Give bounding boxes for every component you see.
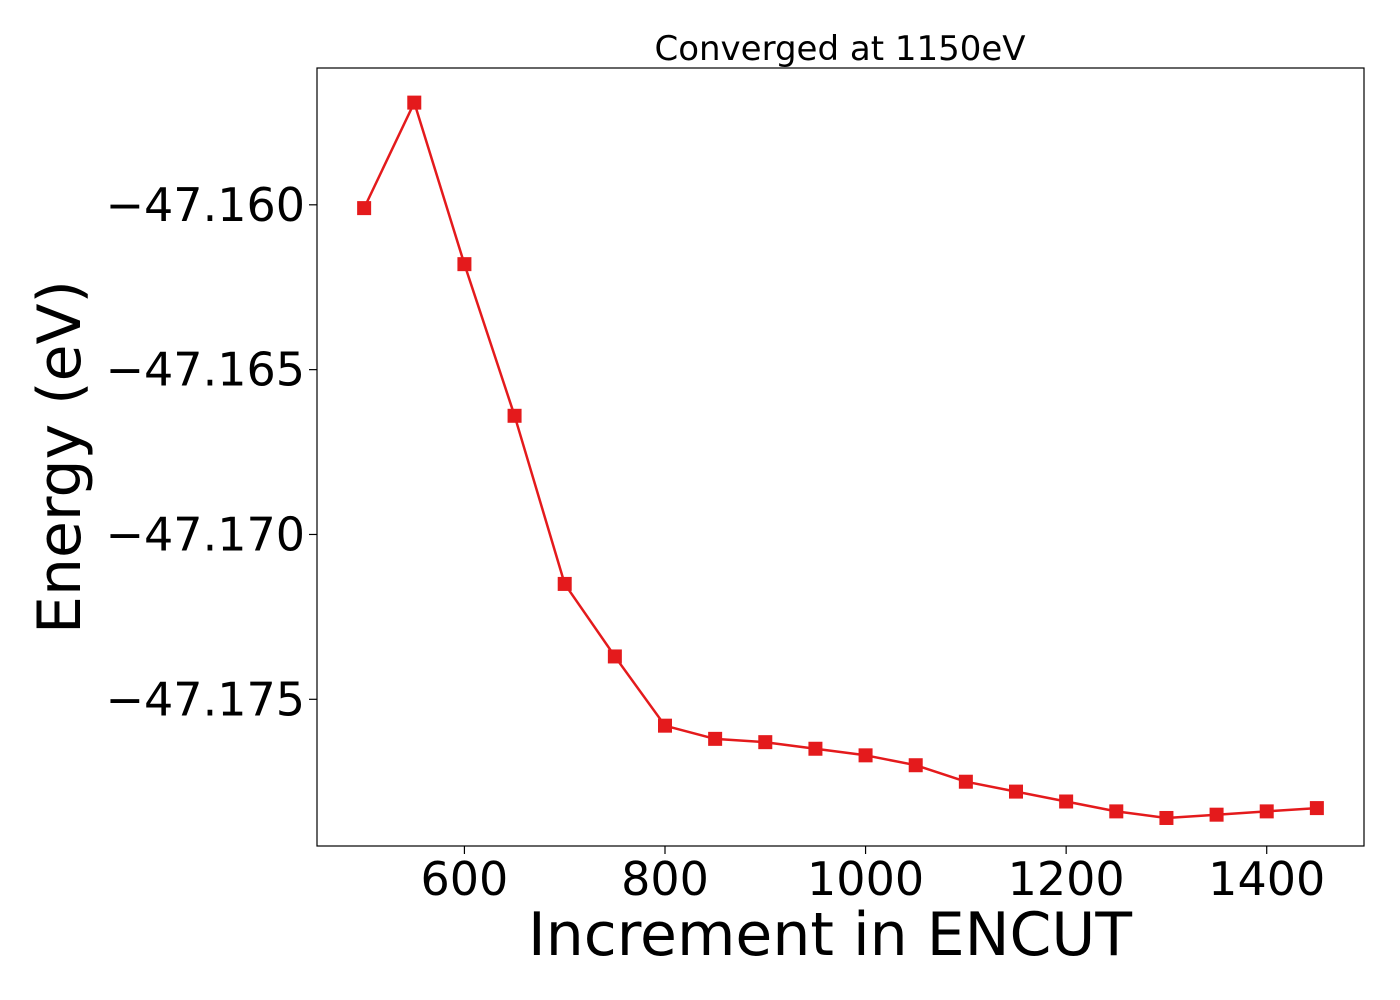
y-axis-label: Energy (eV) — [25, 280, 95, 634]
data-point — [1109, 804, 1124, 819]
data-point — [607, 649, 622, 664]
data-point — [457, 257, 472, 272]
data-point — [1309, 801, 1324, 816]
data-point — [1259, 804, 1274, 819]
data-point — [758, 735, 773, 750]
y-tick-label: −47.160 — [106, 178, 306, 232]
y-tick-label: −47.170 — [106, 507, 306, 561]
series-layer — [357, 95, 1324, 825]
x-tick-label: 1000 — [807, 852, 924, 906]
data-point — [1009, 784, 1024, 799]
data-point — [958, 774, 973, 789]
y-tick-label: −47.175 — [106, 672, 306, 726]
data-point — [507, 408, 522, 423]
data-point — [858, 748, 873, 763]
data-point — [708, 731, 723, 746]
data-point — [808, 741, 823, 756]
plot-frame — [316, 67, 1365, 847]
data-point — [908, 758, 923, 773]
data-point — [657, 718, 672, 733]
data-point — [1159, 810, 1174, 825]
x-tick-label: 600 — [421, 852, 509, 906]
data-point — [557, 576, 572, 591]
data-point — [1209, 807, 1224, 822]
data-point — [1059, 794, 1074, 809]
data-point — [407, 95, 422, 110]
x-tick-label: 1200 — [1008, 852, 1125, 906]
x-axis-label: Increment in ENCUT — [528, 900, 1132, 970]
series-line — [362, 101, 1317, 820]
chart-title: Converged at 1150eV — [654, 29, 1025, 69]
ticks: 600 800 1000 1200 1400 −47.160 −47.165 −47.170 −… — [106, 178, 1326, 906]
x-tick-label: 800 — [621, 852, 709, 906]
y-tick-label: −47.165 — [106, 343, 306, 397]
x-tick-label: 1400 — [1208, 852, 1325, 906]
data-point — [357, 201, 372, 216]
